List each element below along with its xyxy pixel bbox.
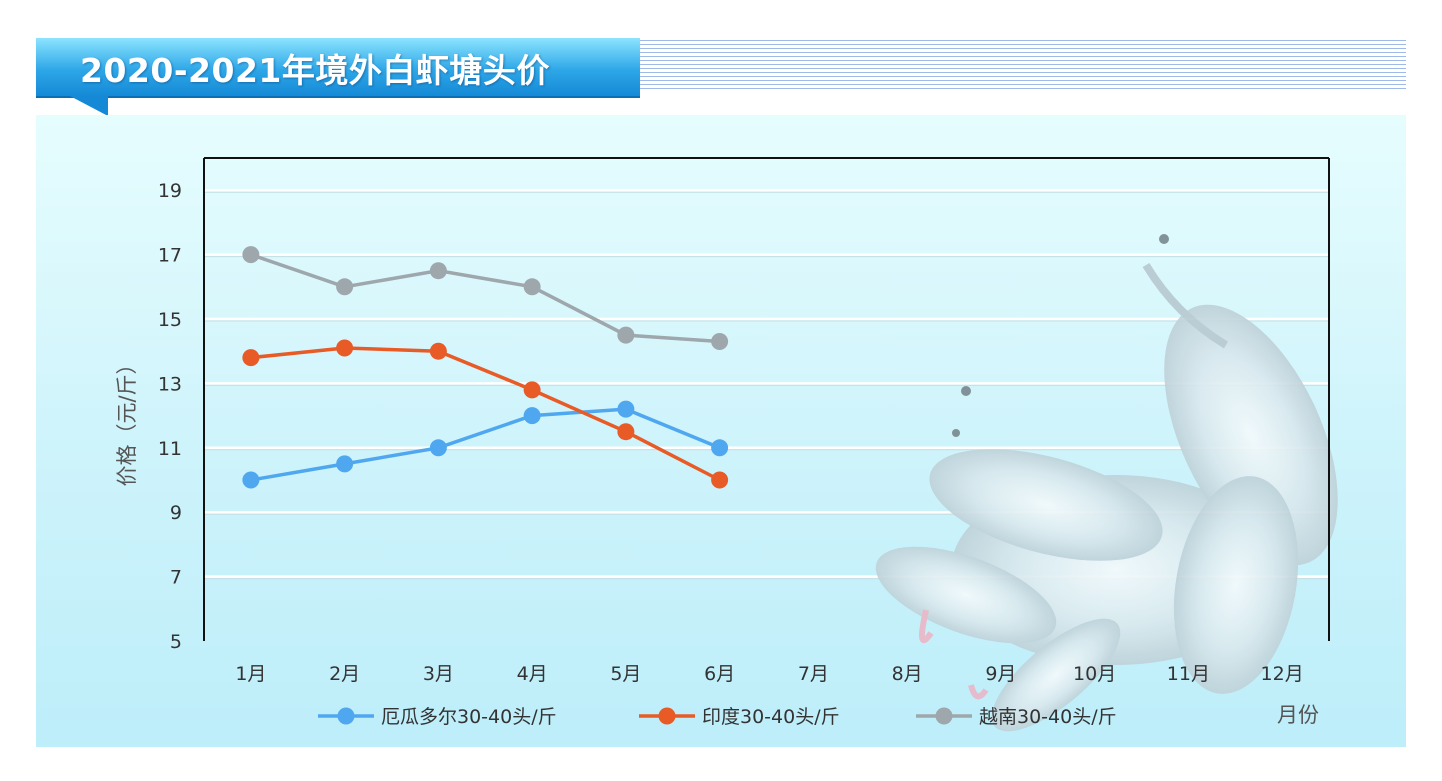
y-tick-label: 15 [158,309,182,331]
series-line [250,346,721,482]
x-tick-label: 9月 [985,663,1016,685]
data-point [523,381,541,399]
x-tick-label: 7月 [798,663,829,685]
chart-panel: 5 7 9 11 13 15 17 19 1月 2月 3月 4月 5月 6月 7月 8月 9月 10月 11月 12… [36,115,1406,747]
y-axis-ticks: 5 7 9 11 13 15 17 19 [158,180,182,653]
data-point [523,407,541,425]
x-tick-label: 4月 [517,663,548,685]
grid-lines [204,188,1329,580]
series-厄瓜多尔30-40头/斤 [242,400,729,489]
data-point [523,278,541,296]
data-point [336,278,354,296]
shrimp-image [875,234,1338,732]
series-越南30-40头/斤 [242,246,729,351]
legend-marker [658,707,676,725]
data-point [336,339,354,357]
y-tick-label: 7 [170,567,182,589]
data-point [711,333,729,351]
x-tick-label: 10月 [1073,663,1116,685]
legend-item: 印度30-40头/斤 [639,706,840,728]
y-tick-label: 19 [158,180,182,202]
data-point [617,400,635,418]
x-tick-label: 11月 [1167,663,1210,685]
legend-label: 印度30-40头/斤 [702,706,840,728]
data-point [711,439,729,457]
x-tick-label: 1月 [235,663,266,685]
y-tick-label: 11 [158,438,182,460]
data-point [711,471,729,489]
x-tick-label: 8月 [892,663,923,685]
series-line [250,252,720,344]
data-point [429,262,447,280]
y-tick-label: 5 [170,631,182,653]
x-tick-label: 5月 [610,663,641,685]
y-tick-label: 13 [158,373,182,395]
legend-label: 厄瓜多尔30-40头/斤 [381,706,557,728]
legend-marker [337,707,355,725]
x-axis-label: 月份 [1277,703,1319,727]
plot-frame [203,157,1330,641]
data-point [242,471,260,489]
legend-item: 厄瓜多尔30-40头/斤 [318,706,557,728]
data-point [617,423,635,441]
x-tick-label: 2月 [329,663,360,685]
y-tick-label: 9 [170,502,182,524]
data-point [336,455,354,473]
line-chart: 5 7 9 11 13 15 17 19 1月 2月 3月 4月 5月 6月 7月 8月 9月 10月 11月 12… [115,157,1338,732]
x-axis-ticks: 1月 2月 3月 4月 5月 6月 7月 8月 9月 10月 11月 12月 [235,663,1303,685]
series-line [250,407,721,482]
series [242,246,729,489]
legend-item: 越南30-40头/斤 [916,706,1117,728]
data-point [429,439,447,457]
legend: 厄瓜多尔30-40头/斤 印度30-40头/斤 越南30-40头/斤 [318,706,1117,728]
x-tick-label: 6月 [704,663,735,685]
legend-label: 越南30-40头/斤 [979,706,1117,728]
y-tick-label: 17 [158,245,182,267]
page-title: 2020-2021年境外白虾塘头价 [80,51,550,90]
data-point [617,326,635,344]
title-banner-tail [70,96,108,116]
decorative-stripes [640,40,1406,90]
data-point [242,246,260,264]
data-point [242,349,260,367]
series-印度30-40头/斤 [242,339,729,489]
y-axis-label: 价格（元/斤） [115,353,139,486]
legend-marker [935,707,953,725]
x-tick-label: 3月 [423,663,454,685]
title-banner: 2020-2021年境外白虾塘头价 [36,38,640,98]
x-tick-label: 12月 [1261,663,1304,685]
data-point [429,342,447,360]
